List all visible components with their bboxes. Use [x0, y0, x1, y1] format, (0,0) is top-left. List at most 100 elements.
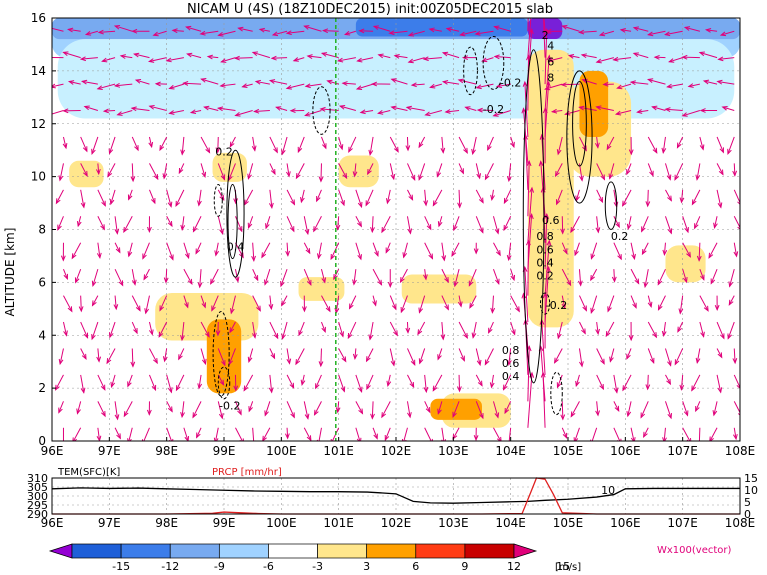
wind-vector [166, 189, 172, 207]
wind-vector [691, 374, 701, 391]
wind-vector [360, 110, 374, 113]
sfc-left-tick: 295 [27, 499, 48, 512]
wind-vector [304, 25, 322, 32]
wind-vector [91, 321, 99, 340]
wind-vector-head [151, 384, 157, 392]
wind-vector [191, 110, 202, 114]
wind-vector-head [216, 106, 224, 112]
wind-vector-head [147, 58, 155, 63]
wind-vector [476, 83, 494, 89]
wind-vector [198, 189, 202, 206]
wind-vector [98, 30, 116, 33]
wind-vector-head [634, 278, 640, 285]
wind-vector [265, 216, 271, 229]
wind-vector [716, 321, 725, 339]
wind-vector [307, 55, 322, 59]
wind-vector-head [626, 353, 631, 360]
wind-vector [406, 136, 409, 151]
contour-label: 0.6 [536, 243, 554, 256]
wind-vector-head [80, 202, 86, 209]
wind-vector [556, 374, 563, 388]
wind-vector [622, 374, 632, 391]
wind-vector-head [556, 149, 562, 156]
wind-vector [196, 427, 202, 438]
wind-vector-head [271, 31, 279, 37]
wind-vector [545, 83, 563, 90]
wind-vector [356, 83, 374, 90]
wind-vector-head [440, 334, 446, 341]
wind-vector-head [405, 327, 411, 334]
wind-vector [647, 321, 657, 338]
wind-vector [699, 52, 718, 59]
wind-vector [665, 374, 671, 385]
wind-vector [145, 295, 150, 314]
wind-vector-head [116, 433, 121, 440]
wind-vector [437, 401, 443, 414]
wind-vector-head [220, 360, 226, 367]
wind-vector-head [437, 354, 442, 361]
wind-vector-head [626, 223, 632, 230]
wind-vector [722, 106, 735, 112]
wind-vector [424, 216, 432, 230]
wind-vector-head [143, 274, 149, 281]
wind-vector [59, 163, 64, 181]
contour-label: 0.8 [502, 344, 520, 357]
wind-vector-head [437, 408, 442, 415]
wind-vector [664, 163, 671, 180]
wind-vector-head [313, 226, 318, 233]
wind-vector-head [339, 331, 344, 338]
wind-vector-head [211, 305, 216, 312]
wind-vector-head [168, 110, 175, 115]
wind-vector-head [134, 79, 142, 84]
wind-vector-head [229, 141, 235, 148]
wind-vector [630, 427, 635, 441]
wind-vector-head [106, 358, 112, 365]
contour-label: 4 [547, 40, 554, 53]
wind-vector-head [298, 330, 303, 337]
wind-vector-head [153, 358, 158, 365]
wind-vector-head [494, 412, 500, 419]
wind-vector-head [273, 147, 278, 154]
w-contour-layer [212, 36, 618, 416]
wind-vector-head [302, 306, 307, 313]
wind-vector-head [83, 105, 90, 111]
wind-vector [441, 242, 445, 261]
wind-vector [406, 322, 409, 333]
wind-vector [271, 57, 288, 59]
wind-vector-head [219, 379, 225, 386]
wind-vector [527, 161, 530, 217]
wind-vector [221, 57, 236, 63]
wind-vector-head [495, 83, 503, 89]
wind-vector [149, 374, 156, 391]
wind-vector-head [570, 227, 576, 234]
wind-vector-head [148, 329, 154, 336]
wind-vector [491, 295, 494, 313]
wind-vector-head [695, 405, 700, 413]
wind-vector-head [316, 253, 322, 260]
wind-vector [613, 269, 616, 282]
wind-vector-head [205, 147, 211, 154]
wind-vector-head [653, 54, 660, 60]
wind-vector [626, 348, 632, 359]
wind-vector [75, 268, 82, 283]
wind-vector-head [682, 277, 688, 284]
wind-vector-head [233, 385, 239, 392]
wind-vector [407, 189, 413, 200]
wind-vector-head [646, 78, 654, 83]
wind-vector [248, 401, 254, 412]
wind-vector [264, 269, 271, 285]
w-contour-11 [604, 181, 618, 231]
wind-vector-head [526, 345, 532, 352]
wind-vector [269, 348, 276, 359]
wind-vector-head [484, 174, 490, 181]
wind-vector [348, 136, 357, 153]
wind-vector-head [679, 197, 685, 204]
wind-vector [52, 110, 64, 115]
wind-vector-head [494, 228, 500, 235]
x-tick-label: 108E [725, 444, 756, 458]
sfc-x-tick-label: 101E [323, 516, 354, 530]
wind-vector-head [699, 108, 706, 113]
wind-vector-head [251, 145, 257, 152]
wind-vector [561, 242, 568, 254]
wind-vector-head [100, 224, 105, 231]
